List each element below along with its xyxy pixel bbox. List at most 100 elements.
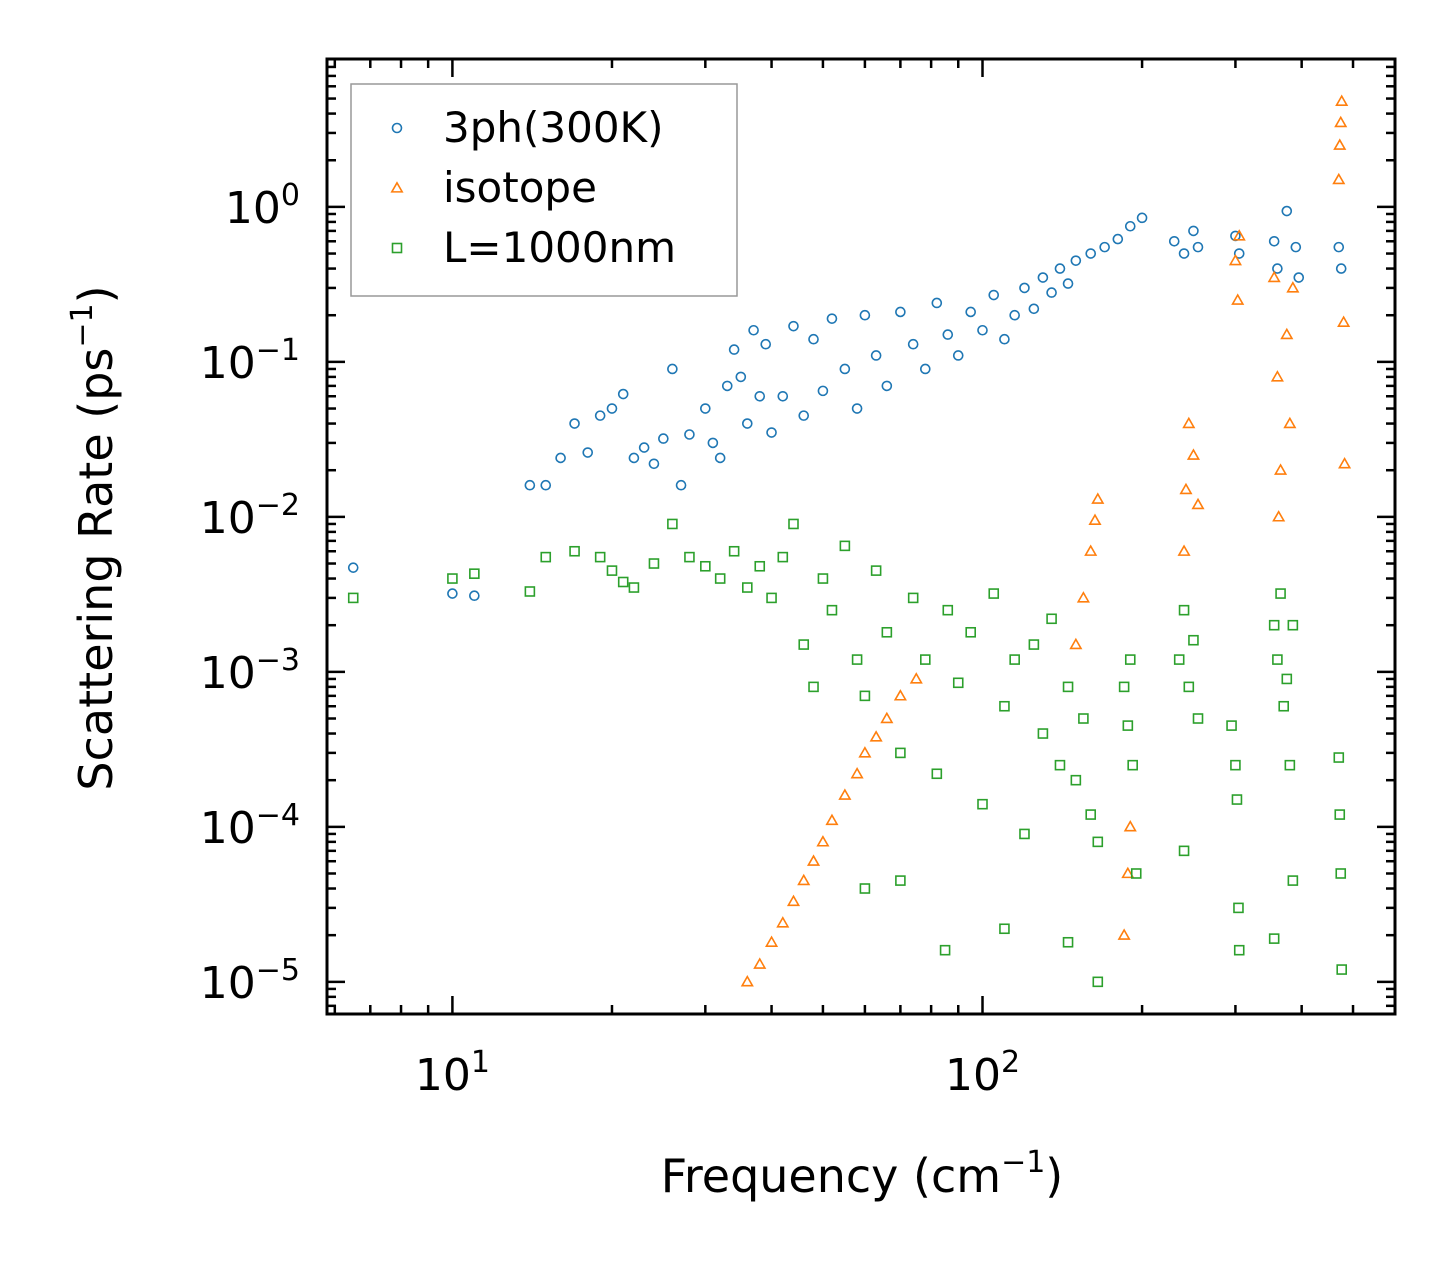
data-point bbox=[1070, 255, 1082, 266]
data-point bbox=[797, 873, 811, 886]
data-point bbox=[808, 681, 819, 693]
x-tick-label-base: 10 bbox=[415, 1050, 471, 1101]
data-point bbox=[1335, 94, 1349, 106]
data-point bbox=[881, 626, 893, 638]
data-point bbox=[447, 573, 458, 584]
data-point bbox=[1272, 510, 1286, 522]
data-point bbox=[1333, 241, 1345, 253]
data-point bbox=[1272, 654, 1283, 665]
data-point bbox=[753, 957, 767, 969]
x-axis-title-sup: −1 bbox=[1001, 1145, 1045, 1180]
data-point bbox=[1268, 235, 1280, 247]
data-point bbox=[447, 588, 458, 599]
data-point bbox=[754, 390, 766, 402]
data-point bbox=[1168, 235, 1180, 247]
data-point bbox=[1179, 482, 1193, 495]
data-point bbox=[1028, 639, 1040, 650]
data-point bbox=[777, 551, 789, 563]
data-point bbox=[582, 447, 594, 458]
data-point bbox=[859, 309, 871, 321]
data-point bbox=[1188, 634, 1199, 646]
data-point bbox=[617, 576, 629, 588]
data-point bbox=[1121, 866, 1135, 879]
data-point bbox=[851, 654, 863, 665]
data-point bbox=[1287, 875, 1299, 886]
data-point bbox=[1084, 544, 1098, 556]
data-point bbox=[1092, 976, 1104, 988]
data-point bbox=[1117, 928, 1131, 940]
data-point bbox=[728, 344, 740, 355]
data-point bbox=[1177, 544, 1191, 556]
data-point bbox=[1037, 272, 1049, 283]
data-point bbox=[714, 573, 726, 584]
data-point bbox=[540, 551, 552, 563]
data-point bbox=[1037, 728, 1049, 739]
data-point bbox=[1278, 700, 1290, 712]
data-point bbox=[816, 835, 830, 847]
data-point bbox=[684, 551, 695, 563]
legend-box bbox=[350, 83, 738, 297]
data-point bbox=[1085, 248, 1097, 259]
data-point bbox=[920, 654, 931, 665]
data-point bbox=[999, 700, 1010, 712]
data-point bbox=[667, 363, 678, 375]
data-point bbox=[1009, 654, 1020, 665]
data-point bbox=[648, 558, 660, 569]
data-point bbox=[952, 350, 964, 361]
data-point bbox=[721, 380, 733, 392]
series-2 bbox=[347, 518, 1348, 988]
data-point bbox=[952, 677, 964, 689]
data-point bbox=[1272, 263, 1283, 274]
data-point bbox=[1124, 220, 1136, 232]
data-point bbox=[765, 935, 779, 947]
data-point bbox=[1192, 241, 1204, 253]
data-point bbox=[788, 518, 799, 530]
data-point bbox=[1092, 836, 1104, 848]
data-point bbox=[728, 545, 740, 557]
data-point bbox=[1188, 225, 1199, 237]
data-point bbox=[735, 371, 747, 383]
data-point bbox=[798, 639, 810, 650]
data-point bbox=[1192, 713, 1204, 724]
data-point bbox=[1054, 759, 1066, 771]
y-tick-label: 10−1 bbox=[200, 333, 300, 389]
data-point bbox=[742, 582, 753, 593]
data-point bbox=[707, 437, 719, 449]
data-point bbox=[675, 479, 687, 491]
y-tick-label: 10−4 bbox=[200, 798, 300, 854]
data-point bbox=[942, 329, 954, 340]
data-point bbox=[1232, 229, 1246, 241]
data-point bbox=[999, 333, 1010, 345]
data-point bbox=[1233, 902, 1244, 914]
axis-ticks bbox=[327, 57, 1397, 1014]
data-point bbox=[817, 573, 829, 584]
data-point bbox=[1290, 241, 1302, 253]
data-point bbox=[1009, 309, 1020, 321]
data-point bbox=[881, 380, 893, 392]
data-point bbox=[1091, 492, 1105, 504]
y-axis-title-suffix: ) bbox=[69, 285, 123, 303]
data-point bbox=[826, 313, 838, 324]
data-point bbox=[859, 883, 871, 894]
data-point bbox=[895, 306, 906, 318]
data-point bbox=[931, 297, 943, 309]
y-tick-label: 10−3 bbox=[200, 643, 300, 699]
y-axis-title-sup: −1 bbox=[65, 303, 100, 347]
data-point bbox=[1178, 845, 1190, 857]
data-point bbox=[658, 433, 669, 444]
data-point bbox=[1112, 233, 1124, 245]
data-point bbox=[1293, 272, 1305, 283]
legend-label-1: isotope bbox=[443, 163, 597, 212]
data-point bbox=[1270, 370, 1284, 382]
data-point bbox=[1123, 820, 1137, 832]
data-point bbox=[907, 338, 919, 350]
data-point bbox=[1335, 263, 1347, 274]
data-point bbox=[347, 592, 359, 604]
data-point bbox=[798, 410, 810, 421]
data-point bbox=[1338, 457, 1352, 469]
data-point bbox=[1286, 281, 1300, 293]
data-point bbox=[839, 540, 851, 552]
data-point bbox=[776, 916, 790, 928]
data-point bbox=[648, 458, 660, 470]
